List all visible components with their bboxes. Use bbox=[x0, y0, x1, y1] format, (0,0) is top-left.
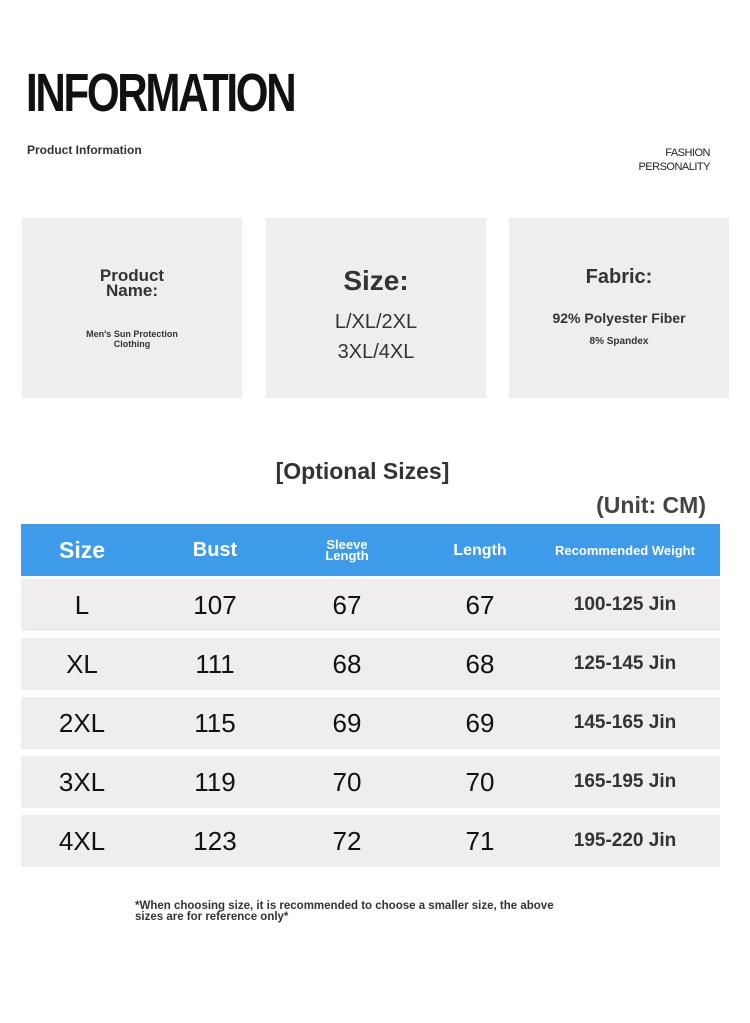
card-line: 92% Polyester Fiber bbox=[552, 310, 686, 326]
tag-line: PERSONALITY bbox=[638, 161, 710, 173]
table-row: L 107 67 67 100-125 Jin bbox=[21, 579, 720, 631]
table-cell: 107 bbox=[193, 589, 237, 620]
note: *When choosing size, it is recommended t… bbox=[135, 900, 554, 923]
table-cell: 4XL bbox=[58, 825, 106, 856]
table-cell: 165-195 Jin bbox=[573, 771, 677, 792]
table-cell: 2XL bbox=[58, 707, 106, 738]
table-cell: 100-125 Jin bbox=[573, 594, 677, 615]
card-lines: Men's Sun Protection Clothing bbox=[22, 329, 242, 349]
header-cell: Length bbox=[453, 541, 507, 559]
card-lines: L/XL/2XL 3XL/4XL bbox=[266, 307, 486, 367]
table-row: 3XL 119 70 70 165-195 Jin bbox=[21, 756, 720, 808]
table-cell: 67 bbox=[465, 589, 495, 620]
table-cell: 69 bbox=[332, 707, 362, 738]
header-cell: Recommended Weight bbox=[555, 542, 695, 558]
table-row: XL 111 68 68 125-145 Jin bbox=[21, 638, 720, 690]
card-line: Men's Sun Protection Clothing bbox=[86, 328, 178, 349]
header-cell: Size bbox=[58, 536, 106, 563]
table-cell: 67 bbox=[332, 589, 362, 620]
table-cell: XL bbox=[66, 648, 98, 679]
info-card: Product Name: Men's Sun Protection Clothi… bbox=[22, 218, 242, 398]
card-lines: 92% Polyester Fiber 8% Spandex bbox=[509, 306, 729, 354]
card-line: L/XL/2XL bbox=[334, 311, 418, 334]
table-cell: 71 bbox=[465, 825, 495, 856]
table-title: [Optional Sizes] bbox=[275, 458, 450, 484]
table-row: 4XL 123 72 71 195-220 Jin bbox=[21, 815, 720, 867]
table-cell: 70 bbox=[332, 766, 362, 797]
title: INFORMATION bbox=[26, 63, 297, 123]
table-cell: 68 bbox=[465, 648, 495, 679]
table-cell: 123 bbox=[193, 825, 237, 856]
info-card: Size: L/XL/2XL 3XL/4XL bbox=[266, 218, 486, 398]
table-cell: 3XL bbox=[58, 766, 106, 797]
table-cell: 115 bbox=[194, 707, 236, 738]
table-cell: 195-220 Jin bbox=[573, 830, 677, 851]
card-label: Size: bbox=[343, 265, 409, 296]
tag: FASHION PERSONALITY bbox=[638, 146, 710, 174]
table-cell: 111 bbox=[195, 648, 235, 679]
table-cell: L bbox=[74, 589, 90, 620]
unit: (Unit: CM) bbox=[596, 492, 706, 518]
table-cell: 125-145 Jin bbox=[573, 653, 677, 674]
header-cell: Sleeve Length bbox=[325, 537, 369, 563]
card-line: 3XL/4XL bbox=[337, 341, 415, 364]
table-header: Size Bust Sleeve Length Length Recommended W… bbox=[21, 524, 720, 576]
card-line: 8% Spandex bbox=[589, 336, 649, 347]
table-cell: 69 bbox=[465, 707, 495, 738]
subtitle: Product Information bbox=[27, 143, 142, 157]
header-cell: Bust bbox=[192, 538, 238, 561]
table-cell: 72 bbox=[332, 825, 362, 856]
tag-line: FASHION bbox=[665, 147, 710, 159]
card-label: Product Name: bbox=[99, 266, 165, 301]
table-cell: 145-165 Jin bbox=[573, 712, 677, 733]
table-row: 2XL 115 69 69 145-165 Jin bbox=[21, 697, 720, 749]
info-card: Fabric: 92% Polyester Fiber 8% Spandex bbox=[509, 218, 729, 398]
table-cell: 70 bbox=[465, 766, 495, 797]
table-cell: 68 bbox=[332, 648, 362, 679]
table-cell: 119 bbox=[194, 766, 236, 797]
card-label: Fabric: bbox=[585, 266, 653, 288]
